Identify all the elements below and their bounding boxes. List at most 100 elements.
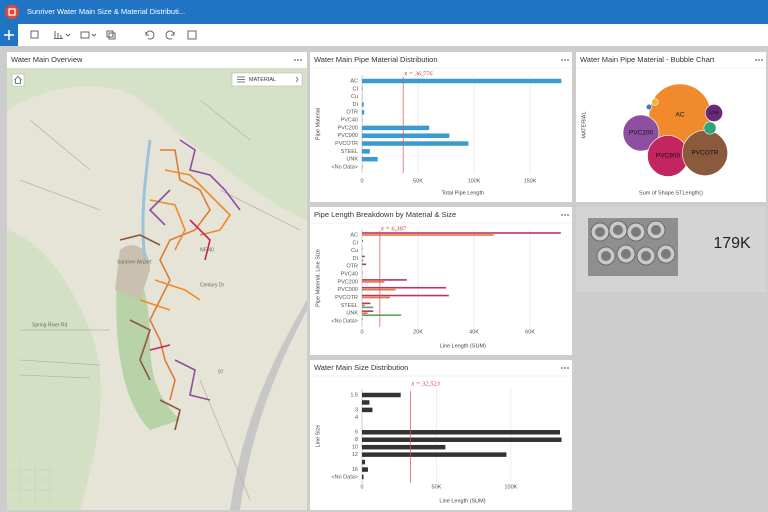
x-axis-title: Total Pipe Length: [442, 190, 485, 196]
bar: [362, 281, 385, 283]
y-axis-title: Pipe Material: [315, 108, 321, 140]
card-title: Water Main Pipe Material - Bubble Chart: [580, 55, 715, 64]
y-tick-label: OTR: [346, 264, 358, 270]
bar: [362, 304, 365, 307]
menu-dot: [755, 59, 757, 61]
legend-button-label: MATERIAL: [249, 77, 276, 83]
card-title: Water Main Size Distribution: [314, 363, 408, 372]
menu-dot: [564, 367, 566, 369]
x-axis-title: Line Length (SUM): [440, 343, 486, 349]
legend-button[interactable]: [231, 72, 303, 87]
y-tick-label: <No Data>: [331, 474, 358, 480]
icon-redo[interactable]: [165, 30, 175, 40]
y-tick-label: Cu: [351, 94, 358, 100]
bar: [362, 400, 370, 405]
x-tick-label: 100K: [504, 484, 517, 490]
y-tick-label: <No Data>: [331, 164, 358, 170]
x-tick-label: 60K: [525, 329, 535, 335]
y-tick-label: 3: [355, 407, 358, 413]
menu-dot: [564, 214, 566, 216]
menu-dot: [567, 367, 569, 369]
y-tick-label: CI: [353, 240, 359, 246]
legend-icon: [237, 76, 245, 83]
icon-dropdown[interactable]: [65, 33, 71, 37]
bubble-label: AC: [675, 112, 684, 119]
icon-table[interactable]: [80, 31, 90, 39]
icon-copy[interactable]: [106, 30, 114, 38]
map-label: 97: [218, 369, 224, 375]
menu-dot: [561, 214, 563, 216]
y-tick-label: 4: [355, 415, 358, 421]
home-icon: [14, 75, 22, 84]
bar: [362, 234, 494, 236]
header-bar: [0, 0, 768, 24]
icon-chart[interactable]: [54, 31, 63, 39]
y-tick-label: UNK: [346, 311, 358, 317]
bar: [362, 86, 363, 92]
app-logo[interactable]: [5, 5, 19, 19]
y-tick-label: 8: [355, 437, 358, 443]
menu-dot: [567, 59, 569, 61]
add-icon: [4, 30, 14, 40]
y-tick-label: PVCOTR: [335, 141, 358, 147]
icon-undo[interactable]: [145, 30, 155, 40]
bar: [362, 259, 364, 262]
y-tick-label: STEEL: [341, 149, 358, 155]
card: [310, 360, 572, 510]
y-axis-title: Line Size: [315, 425, 321, 448]
card: [310, 207, 572, 355]
y-tick-label: CI: [353, 86, 359, 92]
bubble: [705, 104, 723, 122]
bar: [362, 141, 469, 146]
card-menu[interactable]: [561, 59, 569, 61]
icon-save[interactable]: [187, 30, 197, 40]
bar: [362, 296, 390, 299]
y-tick-label: PVCOTR: [335, 295, 358, 301]
x-tick-label: 20K: [413, 329, 423, 335]
bubble: [622, 114, 660, 152]
bubble-label: UNK: [709, 110, 719, 115]
x-tick-label: 0: [360, 484, 363, 490]
home-button[interactable]: [11, 73, 25, 87]
y-tick-label: PVC200: [338, 279, 359, 285]
bar: [362, 318, 363, 320]
map-label: NF-40: [200, 247, 214, 253]
menu-dot: [564, 59, 566, 61]
kpi-card: 179K: [576, 207, 766, 292]
icon-dropdown[interactable]: [91, 33, 97, 37]
card-menu[interactable]: [294, 59, 302, 61]
card-menu[interactable]: [561, 214, 569, 216]
y-tick-label: DI: [353, 102, 359, 108]
bar: [362, 294, 449, 297]
logo-glyph: [8, 8, 16, 16]
bar: [362, 467, 368, 472]
y-axis-title: MATERIAL: [581, 111, 587, 138]
menu-dot: [758, 59, 760, 61]
bar: [362, 314, 402, 316]
card-menu[interactable]: [561, 367, 569, 369]
y-tick-label: PVC40: [341, 272, 358, 278]
bar: [362, 247, 363, 250]
bubble: [703, 121, 717, 135]
bar: [362, 232, 561, 234]
bar: [362, 392, 401, 398]
y-tick-label: PVC40: [341, 118, 358, 124]
x-tick-label: 50K: [432, 484, 442, 490]
x-tick-label: 100K: [468, 178, 481, 184]
x-tick-label: 0: [360, 329, 363, 335]
bar: [362, 302, 371, 305]
icon-map[interactable]: [30, 30, 39, 39]
bar: [362, 288, 396, 291]
bar: [362, 444, 446, 450]
y-tick-label: OTR: [346, 110, 358, 116]
map-label: Spring River Rd: [32, 322, 68, 328]
bar: [362, 125, 430, 131]
menu-dot: [761, 59, 763, 61]
y-tick-label: AC: [350, 78, 358, 84]
menu-dot: [567, 214, 569, 216]
y-tick-label: DI: [353, 256, 359, 262]
bar: [362, 133, 450, 138]
card-menu[interactable]: [755, 59, 763, 61]
card: [310, 52, 572, 202]
